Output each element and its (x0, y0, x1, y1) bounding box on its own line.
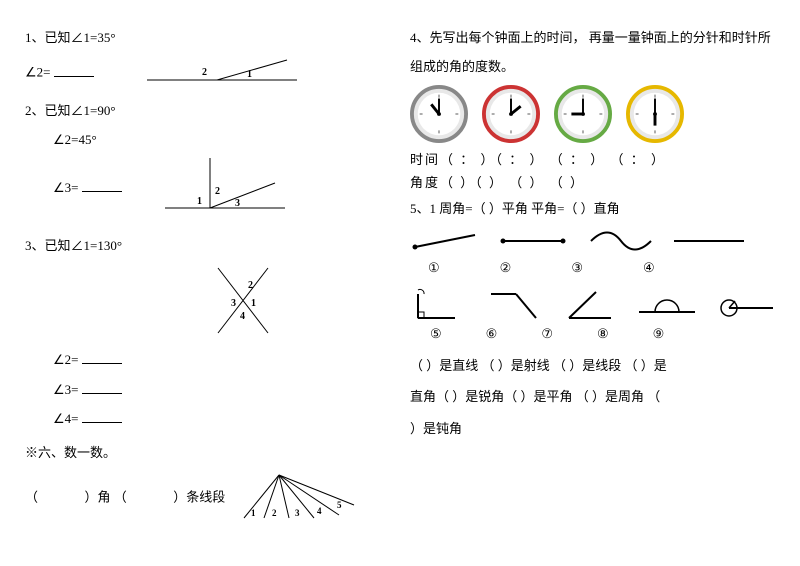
q2-answer: ∠3= (53, 180, 79, 195)
q3-a3-row: ∠3= (53, 378, 390, 401)
shape-5 (410, 284, 468, 324)
q2-figure: 1 2 3 (155, 158, 295, 220)
circ3: ③ (571, 260, 583, 276)
q1-answer: ∠2= (25, 65, 51, 80)
svg-text:5: 5 (337, 500, 342, 510)
q2-sub: ∠2=45° (53, 128, 390, 151)
q3-a4-row: ∠4= (53, 407, 390, 430)
q6-ang: ）角 （ (85, 490, 127, 505)
shape-3 (586, 226, 656, 256)
q6-label: ※六、数一数。 (25, 441, 390, 464)
circ2: ② (500, 260, 512, 276)
q6-figure: 1 2 3 4 5 (239, 470, 359, 527)
svg-text:1: 1 (251, 298, 256, 309)
svg-text:2: 2 (202, 67, 207, 78)
q1-answer-row: ∠2= 2 1 (25, 55, 390, 92)
q2-answer-row: ∠3= 1 2 3 (25, 158, 390, 220)
svg-text:1: 1 (251, 508, 256, 518)
svg-text:2: 2 (215, 186, 220, 197)
clock-3 (554, 85, 612, 143)
circ4: ④ (643, 260, 655, 276)
svg-text:4: 4 (317, 506, 322, 516)
circ7: ⑦ (541, 326, 553, 342)
shape-9 (715, 284, 775, 324)
shape-7 (561, 284, 619, 324)
q1-label: 1、已知∠1=35° (25, 26, 390, 49)
numrow-2: ⑤ ⑥ ⑦ ⑧ ⑨ (430, 326, 775, 342)
q6-row: （ ）角 （ ）条线段 1 2 3 4 5 (25, 470, 390, 527)
q1-blank (54, 63, 94, 77)
q3-a2-blank (82, 350, 122, 364)
circ1: ① (428, 260, 440, 276)
svg-text:4: 4 (240, 311, 245, 322)
svg-text:3: 3 (295, 508, 300, 518)
shape-4 (674, 226, 744, 256)
final-3: ）是钝角 (410, 413, 775, 444)
q3-a4: ∠4= (53, 411, 79, 426)
shape-1 (410, 226, 480, 256)
shapes-row-2 (410, 284, 775, 324)
q3-a3: ∠3= (53, 382, 79, 397)
q2-label: 2、已知∠1=90° (25, 99, 390, 122)
clock-2 (482, 85, 540, 143)
shape-8 (637, 284, 697, 324)
svg-text:3: 3 (231, 298, 236, 309)
clock-1 (410, 85, 468, 143)
svg-text:1: 1 (247, 69, 252, 80)
angle-row: 角度（ ）（ ） （ ） （ ） (410, 172, 775, 191)
clocks-row (410, 85, 775, 143)
q3-a2: ∠2= (53, 352, 79, 367)
circ9: ⑨ (653, 326, 665, 342)
svg-text:1: 1 (197, 196, 202, 207)
circ8: ⑧ (597, 326, 609, 342)
shapes-row-1 (410, 226, 775, 256)
q4-line1: 4、先写出每个钟面上的时间， 再量一量钟面上的分针和时针所 (410, 26, 775, 49)
clock-4 (626, 85, 684, 143)
q1-figure: 2 1 (147, 55, 297, 92)
q4-line2: 组成的角的度数。 (410, 55, 775, 78)
shape-6 (486, 284, 544, 324)
q6-seg: ）条线段 (173, 490, 225, 505)
circ6: ⑥ (486, 326, 498, 342)
svg-text:3: 3 (235, 198, 240, 209)
q3-figure: 2 3 1 4 (105, 263, 390, 342)
left-column: 1、已知∠1=35° ∠2= 2 1 2、已知∠1=90° ∠2=45° ∠3=… (25, 20, 400, 546)
svg-text:2: 2 (248, 280, 253, 291)
q6-open: （ (25, 490, 38, 505)
q3-label: 3、已知∠1=130° (25, 234, 390, 257)
final-2: 直角（ ）是锐角（ ）是平角 （ ）是周角 （ (410, 381, 775, 412)
q3-a3-blank (82, 380, 122, 394)
numrow-1: ① ② ③ ④ (428, 260, 775, 276)
q2-blank (82, 178, 122, 192)
right-column: 4、先写出每个钟面上的时间， 再量一量钟面上的分针和时针所 组成的角的度数。 时… (400, 20, 775, 546)
q3-a4-blank (82, 409, 122, 423)
q3-a2-row: ∠2= (53, 348, 390, 371)
shape-2 (498, 226, 568, 256)
circ5: ⑤ (430, 326, 442, 342)
time-row: 时间（ ： ）（ ： ） （ ： ） （ ： ） (410, 149, 775, 168)
q5-label: 5、1 周角=（ ）平角 平角=（ ）直角 (410, 197, 775, 220)
svg-text:2: 2 (272, 508, 277, 518)
final-1: （ ）是直线 （ ）是射线 （ ）是线段 （ ）是 (410, 350, 775, 381)
